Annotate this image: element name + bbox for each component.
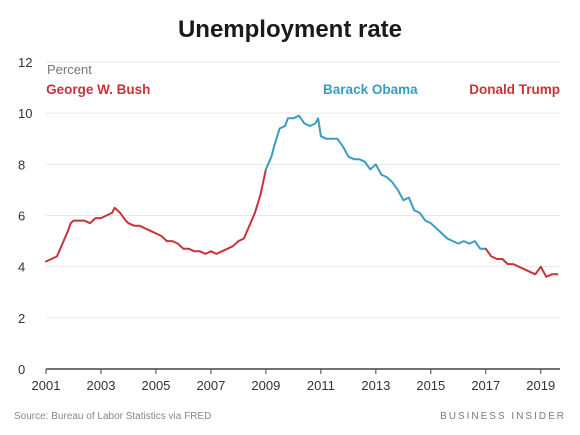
y-axis-ticks: 0 2 4 6 8 10 12 — [18, 55, 32, 377]
series-line — [45, 168, 267, 263]
x-axis-ticks: 2001 2003 2005 2007 2009 2011 2013 2015 2017 2019 — [32, 369, 555, 393]
series-line — [264, 114, 487, 250]
y-tick-label: 8 — [18, 157, 25, 172]
series-line — [484, 247, 559, 278]
x-tick-label: 2007 — [196, 378, 225, 393]
x-tick-label: 2009 — [251, 378, 280, 393]
x-tick-label: 2019 — [526, 378, 555, 393]
x-tick-label: 2011 — [307, 378, 335, 393]
x-tick-label: 2005 — [141, 378, 170, 393]
series-label: Barack Obama — [323, 82, 418, 97]
y-tick-label: 10 — [18, 106, 32, 121]
chart-title: Unemployment rate — [178, 16, 402, 43]
x-tick-label: 2001 — [32, 378, 61, 393]
brand-logo: BUSINESS INSIDER — [440, 411, 566, 422]
presidency-labels: George W. Bush Barack Obama Donald Trump — [46, 82, 560, 97]
y-tick-label: 12 — [18, 55, 32, 70]
y-tick-label: 6 — [18, 209, 25, 224]
y-axis-unit-label: Percent — [47, 62, 92, 77]
y-tick-label: 2 — [18, 311, 25, 326]
source-note: Source: Bureau of Labor Statistics via F… — [14, 411, 211, 422]
x-tick-label: 2017 — [471, 378, 500, 393]
x-tick-label: 2013 — [361, 378, 390, 393]
y-tick-label: 4 — [18, 260, 25, 275]
x-tick-label: 2003 — [87, 378, 116, 393]
series-label: George W. Bush — [46, 82, 150, 97]
series-label: Donald Trump — [469, 82, 560, 97]
x-tick-label: 2015 — [416, 378, 445, 393]
data-series — [45, 114, 559, 278]
y-tick-label: 0 — [18, 362, 25, 377]
grid-lines — [46, 61, 560, 319]
